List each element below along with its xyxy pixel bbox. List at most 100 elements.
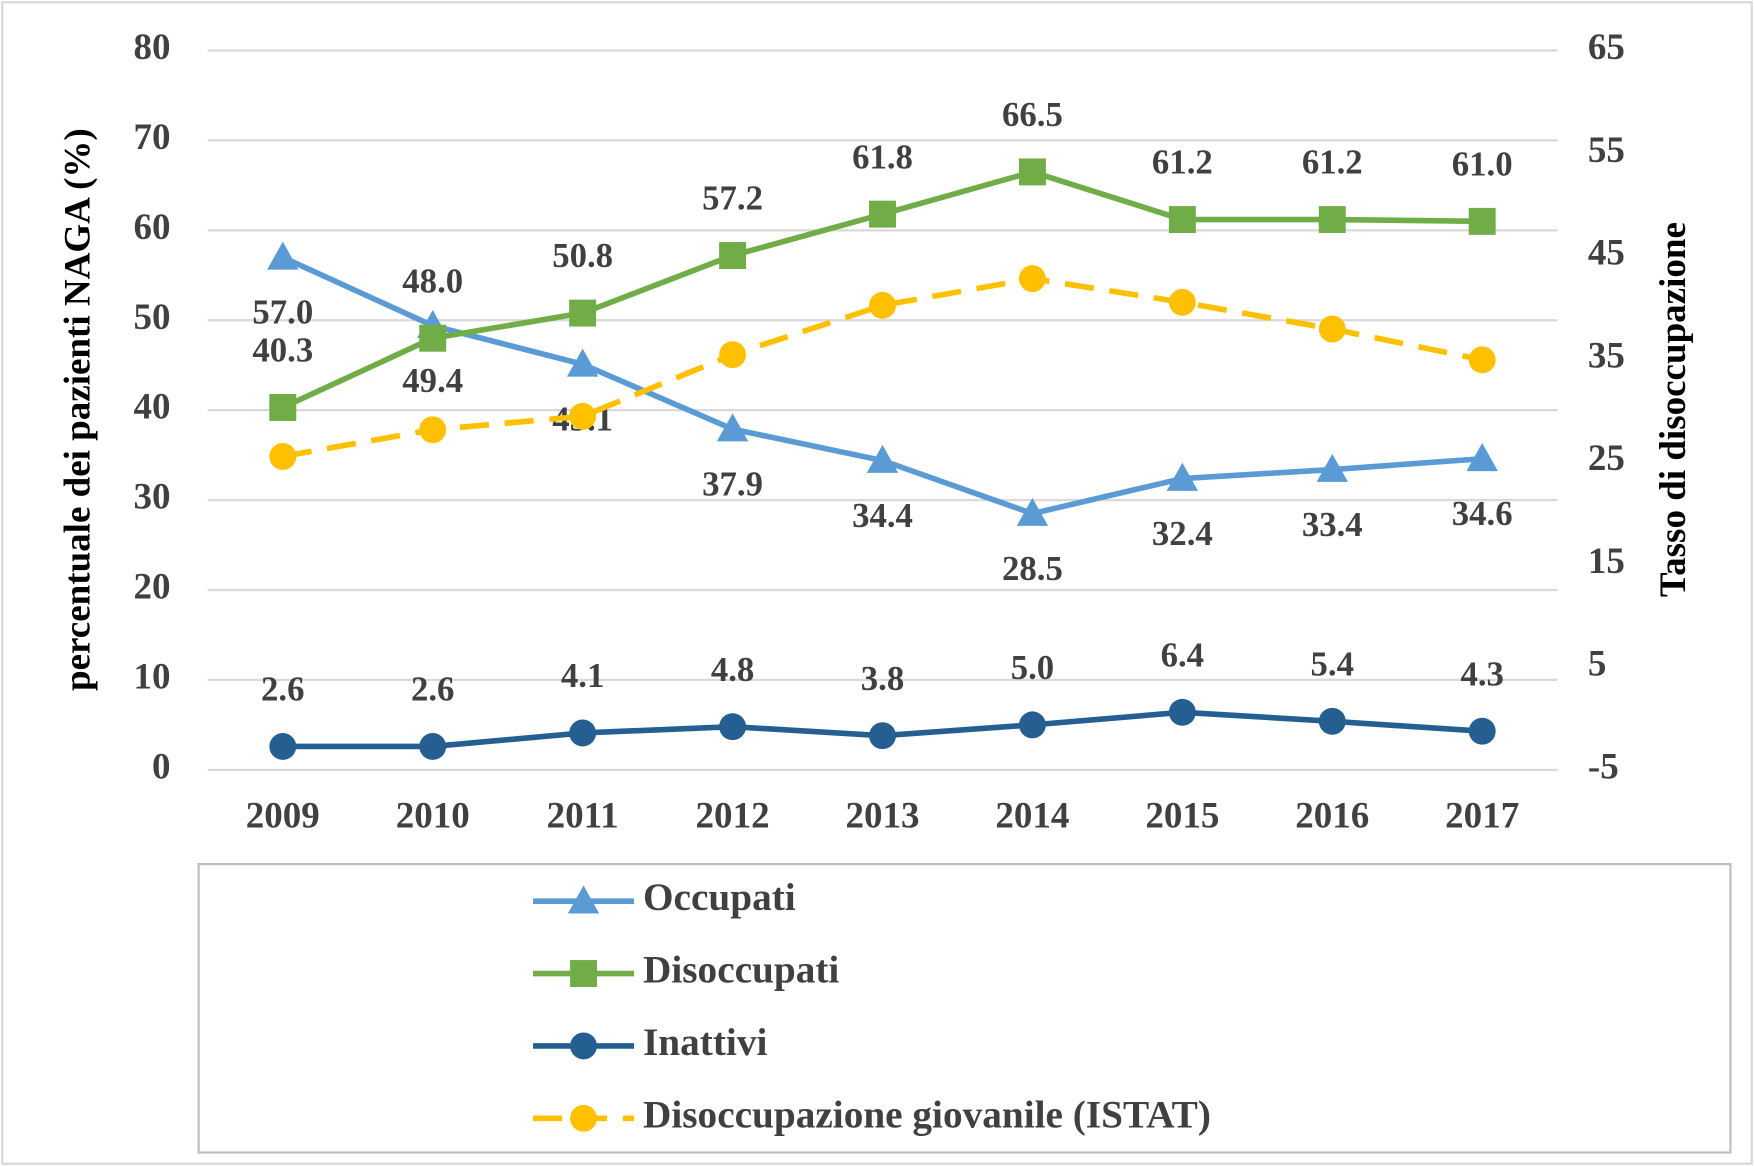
data-point: [269, 733, 297, 760]
data-point: [569, 299, 597, 327]
data-point: [1468, 207, 1496, 235]
data-label: 33.4: [1302, 505, 1363, 544]
data-point: [1166, 462, 1199, 491]
data-point: [1318, 315, 1346, 343]
y-tick-label: 40: [134, 387, 171, 428]
data-label: 34.6: [1452, 494, 1513, 533]
y-tick-label: 0: [152, 746, 171, 787]
y2-tick-label: -5: [1588, 746, 1619, 787]
data-point: [869, 722, 896, 750]
legend-marker: [570, 960, 598, 987]
y2-tick-label: 45: [1588, 233, 1625, 274]
data-point: [1168, 206, 1196, 234]
y2-tick-label: 65: [1588, 27, 1625, 68]
data-point: [419, 416, 447, 444]
y-tick-label: 70: [134, 117, 171, 158]
data-point: [719, 713, 747, 741]
x-tick-label: 2009: [246, 796, 320, 837]
y2-tick-label: 25: [1588, 438, 1625, 479]
data-label: 48.0: [402, 261, 463, 300]
data-label: 2.6: [261, 670, 304, 709]
x-tick-label: 2012: [696, 796, 770, 837]
y-tick-label: 60: [134, 207, 171, 248]
data-point: [1016, 497, 1049, 526]
data-label: 61.2: [1302, 143, 1363, 182]
series-line: [282, 275, 1483, 460]
y-tick-label: 50: [134, 297, 171, 338]
data-label: 32.4: [1152, 514, 1213, 553]
data-point: [1018, 158, 1046, 186]
data-point: [269, 394, 297, 421]
data-label: 5.0: [1011, 648, 1054, 687]
data-point: [866, 444, 899, 473]
legend-marker: [570, 1104, 598, 1132]
y2-tick-label: 35: [1588, 335, 1625, 376]
data-label: 2.6: [411, 670, 454, 709]
data-point: [719, 341, 747, 369]
data-label: 57.0: [252, 293, 313, 332]
data-point: [419, 733, 447, 760]
data-label: 4.8: [711, 650, 754, 689]
data-point: [1018, 265, 1046, 293]
data-point: [1318, 707, 1346, 735]
data-label: 61.8: [852, 137, 913, 176]
data-label: 28.5: [1002, 549, 1063, 588]
x-tick-label: 2015: [1145, 796, 1219, 837]
x-tick-label: 2014: [995, 796, 1069, 837]
data-point: [869, 200, 896, 228]
legend-label: Occupati: [643, 876, 796, 919]
x-tick-label: 2013: [845, 796, 919, 837]
y2-tick-label: 55: [1588, 130, 1625, 171]
data-label: 61.0: [1452, 144, 1513, 183]
data-point: [1316, 453, 1348, 482]
y-tick-label: 20: [134, 567, 171, 608]
data-point: [719, 242, 747, 269]
x-tick-label: 2011: [547, 796, 619, 837]
data-point: [566, 348, 599, 377]
data-point: [267, 241, 299, 270]
data-point: [1318, 206, 1346, 234]
y-tick-label: 80: [134, 27, 171, 68]
legend-marker: [570, 1032, 598, 1060]
data-label: 6.4: [1161, 635, 1204, 674]
legend-label: Disoccupati: [643, 949, 839, 992]
y2-tick-label: 5: [1588, 644, 1607, 685]
data-label: 57.2: [702, 179, 763, 218]
data-point: [716, 413, 749, 442]
x-tick-label: 2016: [1295, 796, 1369, 837]
data-point: [269, 442, 297, 470]
x-tick-label: 2010: [396, 796, 470, 837]
data-label: 34.4: [852, 496, 913, 535]
y-tick-label: 30: [134, 477, 171, 518]
data-label: 4.1: [561, 656, 604, 695]
legend-marker: [567, 885, 600, 914]
data-label: 40.3: [252, 331, 313, 370]
legend-label: Inattivi: [643, 1021, 767, 1064]
data-point: [569, 402, 597, 430]
x-tick-label: 2017: [1445, 796, 1519, 837]
data-label: 49.4: [402, 361, 463, 400]
y2-axis-label: Tasso di disoccupazione: [1653, 222, 1694, 597]
data-label: 50.8: [552, 236, 613, 275]
data-point: [419, 324, 447, 352]
data-point: [1468, 346, 1496, 374]
data-label: 37.9: [702, 464, 763, 503]
data-label: 5.4: [1311, 644, 1354, 683]
data-label: 66.5: [1002, 95, 1063, 134]
data-label: 3.8: [861, 659, 904, 698]
data-point: [1168, 698, 1196, 726]
legend-box: [197, 862, 1732, 1154]
data-point: [869, 291, 896, 319]
y-axis-label: percentuale dei pazienti NAGA (%): [57, 128, 98, 691]
data-point: [1468, 717, 1496, 745]
data-point: [1018, 711, 1046, 739]
y2-tick-label: 15: [1588, 541, 1625, 582]
data-label: 61.2: [1152, 143, 1213, 182]
data-point: [1466, 443, 1498, 472]
data-label: 4.3: [1460, 654, 1503, 693]
data-point: [569, 719, 597, 747]
data-point: [1168, 288, 1196, 316]
